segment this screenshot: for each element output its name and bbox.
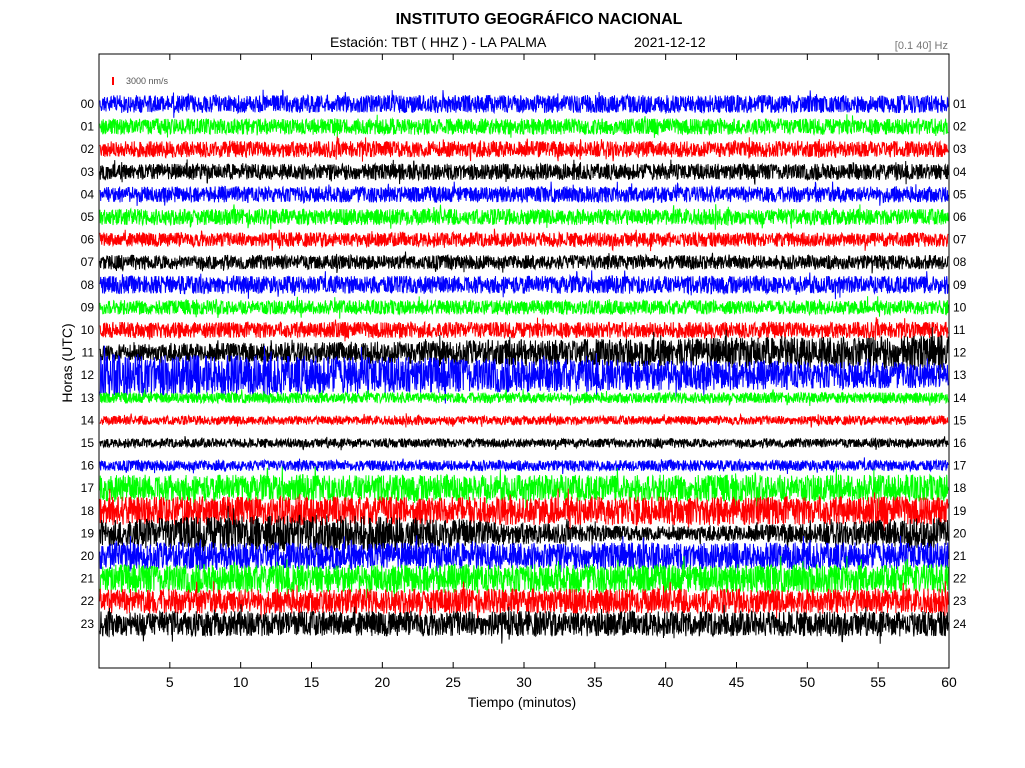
- left-hour-label: 13: [81, 391, 95, 405]
- left-hour-label: 14: [81, 413, 95, 427]
- left-hour-label: 01: [81, 120, 95, 134]
- trace-hour-18: [99, 488, 949, 532]
- trace-hour-10: [99, 317, 949, 343]
- left-hour-label: 21: [81, 572, 95, 586]
- right-hour-label: 03: [953, 142, 967, 156]
- scale-bar-mark: [112, 77, 114, 85]
- right-hour-label: 16: [953, 436, 967, 450]
- trace-hour-21: [99, 555, 949, 602]
- left-hour-label: 17: [81, 481, 95, 495]
- left-hour-label: 03: [81, 165, 95, 179]
- right-hour-label: 04: [953, 165, 967, 179]
- right-hour-label: 11: [953, 323, 966, 337]
- x-tick-label: 45: [729, 674, 745, 690]
- x-tick-label: 5: [166, 674, 174, 690]
- trace-hour-03: [99, 159, 949, 185]
- trace-hour-16: [99, 457, 949, 475]
- filter-label: [0.1 40] Hz: [894, 40, 948, 52]
- trace-hour-15: [99, 436, 949, 451]
- right-hour-label: 17: [953, 459, 967, 473]
- right-hour-label: 23: [953, 594, 967, 608]
- station-label: Estación: TBT ( HHZ ) - LA PALMA: [330, 34, 547, 50]
- date-label: 2021-12-12: [634, 34, 706, 50]
- x-tick-label: 55: [870, 674, 886, 690]
- trace-hour-12: [99, 345, 949, 404]
- left-hour-label: 19: [81, 526, 95, 540]
- right-hour-label: 13: [953, 368, 967, 382]
- right-hour-label: 09: [953, 278, 967, 292]
- trace-hour-23: [99, 604, 949, 644]
- right-hour-label: 10: [953, 300, 967, 314]
- left-hour-label: 11: [82, 346, 95, 360]
- page-title: INSTITUTO GEOGRÁFICO NACIONAL: [395, 11, 683, 28]
- right-hour-label: 12: [953, 346, 967, 360]
- right-hour-label: 20: [953, 526, 967, 540]
- right-hour-label: 21: [953, 549, 967, 563]
- right-hour-label: 07: [953, 233, 967, 247]
- trace-hour-14: [99, 412, 949, 428]
- right-hour-label: 18: [953, 481, 967, 495]
- left-hour-label: 07: [81, 255, 95, 269]
- right-hour-label: 22: [953, 572, 967, 586]
- right-hour-label: 06: [953, 210, 967, 224]
- trace-hour-11: [99, 327, 949, 380]
- right-hour-label: 05: [953, 187, 967, 201]
- left-hour-label: 00: [81, 97, 95, 111]
- trace-hour-13: [99, 389, 949, 407]
- trace-hour-05: [99, 204, 949, 230]
- left-hour-label: 15: [81, 436, 95, 450]
- left-hour-label: 09: [81, 300, 95, 314]
- traces-group: [99, 89, 949, 644]
- right-hour-label: 15: [953, 413, 967, 427]
- right-hour-label: 08: [953, 255, 967, 269]
- x-tick-label: 30: [516, 674, 532, 690]
- trace-hour-00: [99, 89, 949, 118]
- left-hour-label: 04: [81, 187, 95, 201]
- y-axis-label: Horas (UTC): [59, 323, 75, 402]
- x-tick-label: 10: [233, 674, 249, 690]
- left-hour-label: 18: [81, 504, 95, 518]
- left-hour-labels: 00 01 02 03 04 05 06 07 08 09 10 11 12 13 14 15 16 17 18 19…: [81, 97, 95, 631]
- left-hour-label: 12: [81, 368, 95, 382]
- trace-hour-02: [99, 136, 949, 162]
- left-hour-label: 02: [81, 142, 95, 156]
- left-hour-label: 06: [81, 233, 95, 247]
- x-tick-label: 50: [800, 674, 816, 690]
- right-hour-label: 19: [953, 504, 967, 518]
- trace-hour-09: [99, 296, 949, 319]
- scale-bar-label: 3000 nm/s: [126, 76, 169, 86]
- x-tick-label: 40: [658, 674, 674, 690]
- scale-bar: 3000 nm/s: [112, 76, 169, 86]
- left-hour-label: 10: [81, 323, 95, 337]
- left-hour-label: 08: [81, 278, 95, 292]
- x-axis-ticks: 5 10 15 20 25 30 35 40 45 50 55 60: [166, 54, 957, 690]
- x-tick-label: 25: [445, 674, 461, 690]
- x-tick-label: 60: [941, 674, 957, 690]
- right-hour-label: 24: [953, 617, 967, 631]
- left-hour-label: 05: [81, 210, 95, 224]
- trace-hour-19: [99, 505, 949, 555]
- trace-hour-06: [99, 228, 949, 252]
- x-axis-label: Tiempo (minutos): [468, 694, 576, 710]
- x-tick-label: 20: [375, 674, 391, 690]
- left-hour-label: 23: [81, 617, 95, 631]
- left-hour-label: 16: [81, 459, 95, 473]
- trace-hour-04: [99, 181, 949, 206]
- right-hour-label: 14: [953, 391, 967, 405]
- right-hour-label: 02: [953, 120, 967, 134]
- trace-hour-01: [99, 114, 949, 139]
- right-hour-label: 01: [953, 97, 967, 111]
- x-tick-label: 35: [587, 674, 603, 690]
- trace-hour-17: [99, 466, 949, 510]
- trace-hour-07: [99, 251, 949, 274]
- right-hour-labels: 01 02 03 04 05 06 07 08 09 10 11 12 13 14 15 16 17 18 19 20…: [953, 97, 967, 631]
- x-tick-label: 15: [304, 674, 320, 690]
- left-hour-label: 20: [81, 549, 95, 563]
- trace-hour-08: [99, 270, 949, 300]
- trace-hour-20: [99, 535, 949, 577]
- left-hour-label: 22: [81, 594, 95, 608]
